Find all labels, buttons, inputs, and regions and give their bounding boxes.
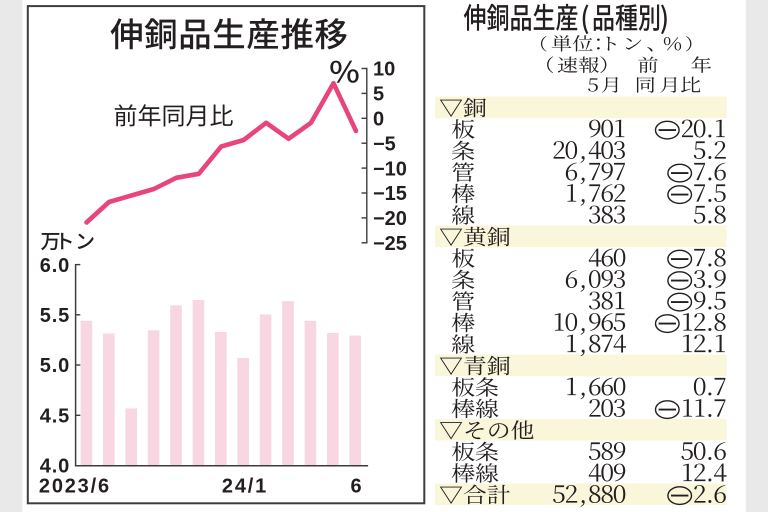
svg-text:−15: −15 xyxy=(373,183,407,205)
svg-text:24/1: 24/1 xyxy=(222,476,268,498)
svg-text:0: 0 xyxy=(373,109,384,131)
svg-text:2023/6: 2023/6 xyxy=(39,476,111,498)
svg-text:4.5: 4.5 xyxy=(40,406,70,428)
svg-text:10: 10 xyxy=(373,59,395,81)
svg-text:−5: −5 xyxy=(373,133,396,155)
svg-text:6: 6 xyxy=(350,476,361,498)
svg-text:5.0: 5.0 xyxy=(40,355,70,377)
svg-text:−10: −10 xyxy=(373,158,407,180)
svg-text:5: 5 xyxy=(373,84,384,106)
svg-text:6.0: 6.0 xyxy=(40,255,70,277)
svg-text:4.0: 4.0 xyxy=(40,456,70,478)
svg-text:5.5: 5.5 xyxy=(40,305,70,327)
svg-text:−20: −20 xyxy=(373,208,407,230)
svg-text:−25: −25 xyxy=(373,233,407,255)
